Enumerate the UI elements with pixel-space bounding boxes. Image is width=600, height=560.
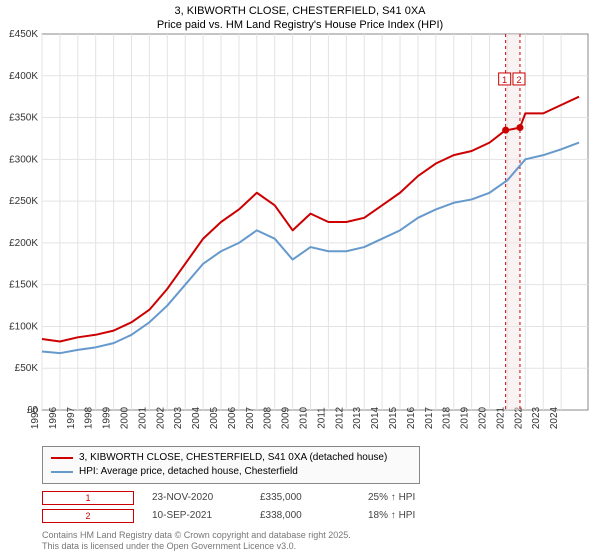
- svg-text:£450K: £450K: [9, 29, 38, 40]
- svg-text:2020: 2020: [478, 406, 489, 429]
- svg-text:2006: 2006: [227, 406, 238, 429]
- svg-text:2018: 2018: [442, 406, 453, 429]
- callout-row-2: 2 10-SEP-2021 £338,000 18% ↑ HPI: [42, 508, 458, 524]
- svg-text:1998: 1998: [84, 406, 95, 429]
- svg-text:£200K: £200K: [9, 238, 38, 249]
- svg-text:2008: 2008: [263, 406, 274, 429]
- svg-text:£100K: £100K: [9, 321, 38, 332]
- svg-text:1997: 1997: [66, 406, 77, 429]
- svg-text:2012: 2012: [334, 406, 345, 429]
- svg-text:1: 1: [502, 75, 507, 85]
- svg-text:1995: 1995: [30, 406, 41, 429]
- legend-item-price-paid: 3, KIBWORTH CLOSE, CHESTERFIELD, S41 0XA…: [51, 451, 411, 465]
- svg-text:£350K: £350K: [9, 113, 38, 124]
- svg-text:2010: 2010: [299, 406, 310, 429]
- callout-num-1: 1: [42, 491, 134, 505]
- svg-text:2000: 2000: [120, 406, 131, 429]
- chart-container: 3, KIBWORTH CLOSE, CHESTERFIELD, S41 0XA…: [0, 0, 600, 560]
- svg-text:2021: 2021: [495, 406, 506, 429]
- svg-text:1996: 1996: [48, 406, 59, 429]
- svg-text:2004: 2004: [191, 406, 202, 429]
- legend-swatch-price-paid: [51, 457, 73, 459]
- legend-label-price-paid: 3, KIBWORTH CLOSE, CHESTERFIELD, S41 0XA…: [79, 451, 387, 465]
- legend-item-hpi: HPI: Average price, detached house, Ches…: [51, 465, 411, 479]
- svg-text:2024: 2024: [549, 406, 560, 429]
- legend: 3, KIBWORTH CLOSE, CHESTERFIELD, S41 0XA…: [42, 446, 420, 484]
- svg-text:2011: 2011: [316, 407, 327, 429]
- footer-note: Contains HM Land Registry data © Crown c…: [42, 530, 351, 552]
- svg-text:2015: 2015: [388, 406, 399, 429]
- callout-date-2: 10-SEP-2021: [152, 508, 242, 524]
- callout-delta-1: 25% ↑ HPI: [368, 490, 458, 506]
- legend-label-hpi: HPI: Average price, detached house, Ches…: [79, 465, 298, 479]
- svg-text:2023: 2023: [531, 406, 542, 429]
- svg-text:2019: 2019: [460, 406, 471, 429]
- callout-price-2: £338,000: [260, 508, 350, 524]
- svg-text:2002: 2002: [155, 406, 166, 429]
- svg-text:£250K: £250K: [9, 196, 38, 207]
- svg-text:£300K: £300K: [9, 154, 38, 165]
- callout-price-1: £335,000: [260, 490, 350, 506]
- callout-delta-2: 18% ↑ HPI: [368, 508, 458, 524]
- svg-text:2005: 2005: [209, 406, 220, 429]
- svg-text:2014: 2014: [370, 406, 381, 429]
- svg-text:2007: 2007: [245, 406, 256, 429]
- callout-date-1: 23-NOV-2020: [152, 490, 242, 506]
- svg-text:2001: 2001: [137, 406, 148, 429]
- svg-text:2017: 2017: [424, 406, 435, 429]
- svg-text:2003: 2003: [173, 406, 184, 429]
- legend-swatch-hpi: [51, 471, 73, 473]
- svg-text:£50K: £50K: [15, 363, 39, 374]
- callout-table: 1 23-NOV-2020 £335,000 25% ↑ HPI 2 10-SE…: [42, 490, 458, 526]
- svg-text:2009: 2009: [281, 406, 292, 429]
- svg-text:1999: 1999: [102, 406, 113, 429]
- svg-text:£400K: £400K: [9, 71, 38, 82]
- footer-line-1: Contains HM Land Registry data © Crown c…: [42, 530, 351, 541]
- svg-text:£150K: £150K: [9, 280, 38, 291]
- svg-text:2016: 2016: [406, 406, 417, 429]
- svg-text:2013: 2013: [352, 406, 363, 429]
- callout-row-1: 1 23-NOV-2020 £335,000 25% ↑ HPI: [42, 490, 458, 506]
- footer-line-2: This data is licensed under the Open Gov…: [42, 541, 351, 552]
- svg-text:2: 2: [516, 75, 521, 85]
- callout-num-2: 2: [42, 509, 134, 523]
- chart-plot: £0£50K£100K£150K£200K£250K£300K£350K£400…: [0, 0, 600, 444]
